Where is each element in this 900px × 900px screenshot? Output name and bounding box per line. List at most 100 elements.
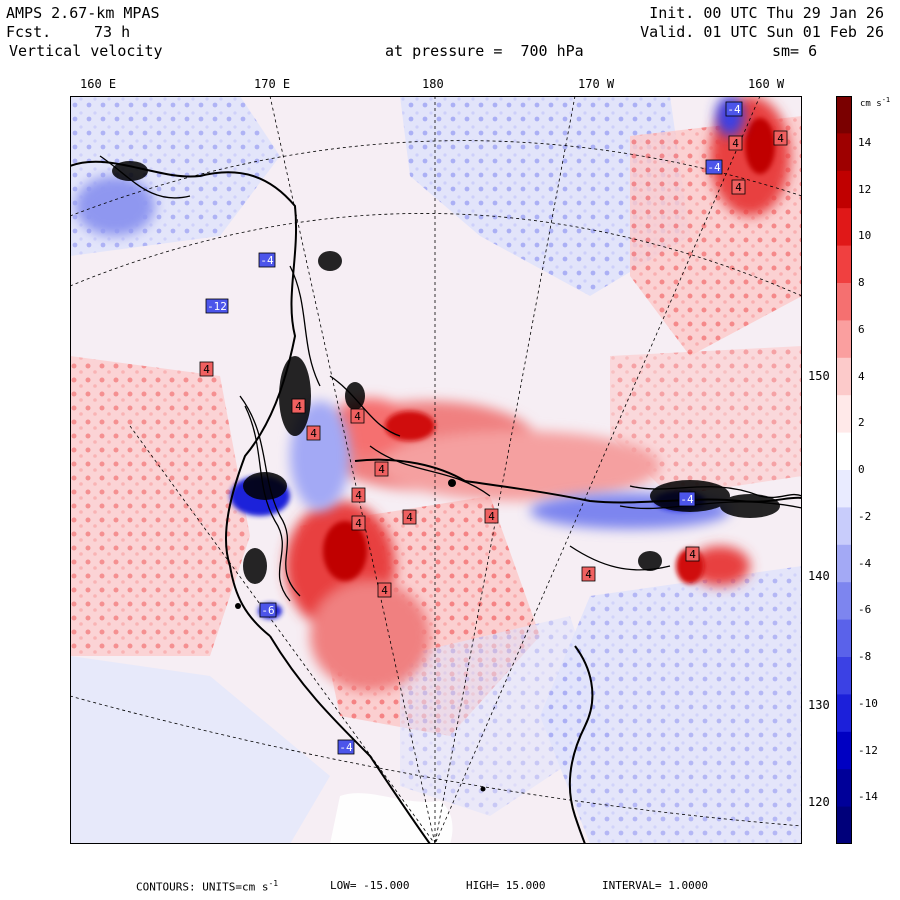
colorbar-band (836, 806, 852, 844)
vertical-velocity-map: 4 4 4 4 4 4 4 4 4 4 4 4 4 4 4 -4 -4 -4 -… (70, 96, 802, 844)
svg-text:4: 4 (585, 568, 592, 581)
lat-label: 120 W (808, 795, 845, 809)
init-time: Init. 00 UTC Thu 29 Jan 26 (649, 4, 884, 22)
coastline (70, 160, 802, 844)
svg-text:4: 4 (354, 410, 361, 423)
svg-text:4: 4 (203, 363, 210, 376)
contour-label: 4 (731, 179, 746, 195)
colorbar-tick-label: -6 (858, 603, 872, 617)
colorbar-units: cm s-1 (860, 96, 891, 109)
colorbar-band (836, 507, 852, 546)
field-name: Vertical velocity (9, 42, 163, 60)
colorbar-tick-label: -4 (858, 556, 872, 570)
lon-label: 180 (422, 77, 444, 91)
contour-label: -6 (259, 602, 277, 618)
svg-text:-4: -4 (339, 741, 353, 754)
colorbar-band (836, 657, 852, 695)
contour-label: 4 (374, 461, 389, 477)
colorbar-tick-label: 8 (858, 276, 865, 289)
contour-label: -4 (678, 491, 696, 507)
smoothing-value: sm= 6 (772, 42, 818, 60)
contour-label: 4 (350, 408, 365, 424)
colorbar-band (836, 694, 852, 733)
colorbar-band (836, 544, 852, 583)
lat-label: 150 W (808, 369, 845, 383)
contour-label: 4 (199, 361, 214, 377)
svg-text:4: 4 (381, 584, 388, 597)
svg-text:4: 4 (406, 511, 413, 524)
map-frame (70, 96, 802, 844)
contour-label: -4 (258, 252, 276, 268)
svg-text:4: 4 (378, 463, 385, 476)
colorbar-tick-label: 12 (858, 182, 872, 196)
colorbar-band (836, 731, 852, 770)
contour-label: 4 (377, 582, 392, 598)
colorbar-band (836, 395, 852, 434)
colorbar-tick-label: 4 (858, 369, 865, 383)
graticule (70, 96, 802, 844)
colorbar-tick-label: 14 (858, 135, 872, 149)
svg-text:4: 4 (355, 489, 362, 502)
contour-label: -4 (725, 101, 743, 117)
forecast-hour-label: Fcst. (6, 23, 52, 41)
lon-label: 170 W (578, 77, 615, 91)
svg-text:4: 4 (488, 510, 495, 523)
colorbar-tick-label: 10 (858, 229, 872, 243)
svg-text:4: 4 (310, 427, 317, 440)
svg-text:4: 4 (295, 400, 302, 413)
contour-label: 4 (402, 509, 417, 525)
colorbar-band (836, 470, 852, 508)
colorbar-band (836, 245, 852, 284)
colorbar-tick-label: 2 (858, 416, 865, 430)
contour-label: 4 (306, 425, 321, 441)
lon-label: 160 E (80, 77, 117, 91)
svg-text:4: 4 (735, 181, 742, 194)
svg-text:-4: -4 (680, 493, 694, 506)
svg-text:-12: -12 (207, 300, 227, 313)
svg-text:-4: -4 (260, 254, 274, 267)
colorbar-tick-label: -12 (858, 743, 878, 757)
svg-text:4: 4 (732, 137, 739, 150)
svg-text:4: 4 (355, 517, 362, 530)
lat-label: 130 W (808, 698, 845, 712)
footer-interval: INTERVAL= 1.0000 (602, 879, 708, 892)
colorbar-band (836, 170, 852, 209)
footer-low: LOW= -15.000 (330, 879, 410, 892)
colorbar-band (836, 619, 852, 658)
colorbar-tick-label: 6 (858, 322, 865, 336)
colorbar-tick-label: -10 (858, 696, 878, 710)
svg-text:4: 4 (777, 132, 784, 145)
contour-label: 4 (581, 566, 596, 582)
contour-label: 4 (484, 508, 499, 524)
svg-text:-4: -4 (707, 161, 721, 174)
colorbar-band (836, 582, 852, 621)
contour-label: 4 (728, 135, 743, 151)
contour-label: -4 (337, 739, 355, 755)
colorbar-band (836, 320, 852, 359)
colorbar (836, 96, 852, 844)
contour-labels: 4 4 4 4 4 4 4 4 4 4 4 4 4 4 4 -4 -4 -4 -… (199, 101, 788, 755)
svg-text:-6: -6 (261, 604, 274, 617)
dense-contour-blobs (112, 161, 780, 584)
contour-label: 4 (291, 398, 306, 414)
colorbar-band (836, 133, 852, 172)
colorbar-tick-label: 0 (858, 463, 865, 476)
station-markers (235, 479, 486, 792)
svg-text:-4: -4 (727, 103, 741, 116)
colorbar-tick-label: -2 (858, 509, 872, 523)
lat-label: 140 W (808, 569, 845, 583)
contour-label: 4 (351, 515, 366, 531)
pressure-level: at pressure = 700 hPa (385, 42, 584, 60)
forecast-hour-value: 73 h (94, 23, 131, 41)
colorbar-band (836, 432, 852, 471)
colorbar-tick-label: -8 (858, 650, 872, 663)
lon-label: 170 E (254, 77, 291, 91)
lon-label: 160 W (748, 77, 785, 91)
model-title: AMPS 2.67-km MPAS (6, 4, 160, 22)
contour-label: -12 (205, 298, 229, 314)
colorbar-frame (836, 96, 852, 844)
colorbar-band (836, 357, 852, 396)
footer-high: HIGH= 15.000 (466, 879, 546, 892)
contour-label: 4 (685, 546, 700, 562)
svg-text:4: 4 (689, 548, 696, 561)
